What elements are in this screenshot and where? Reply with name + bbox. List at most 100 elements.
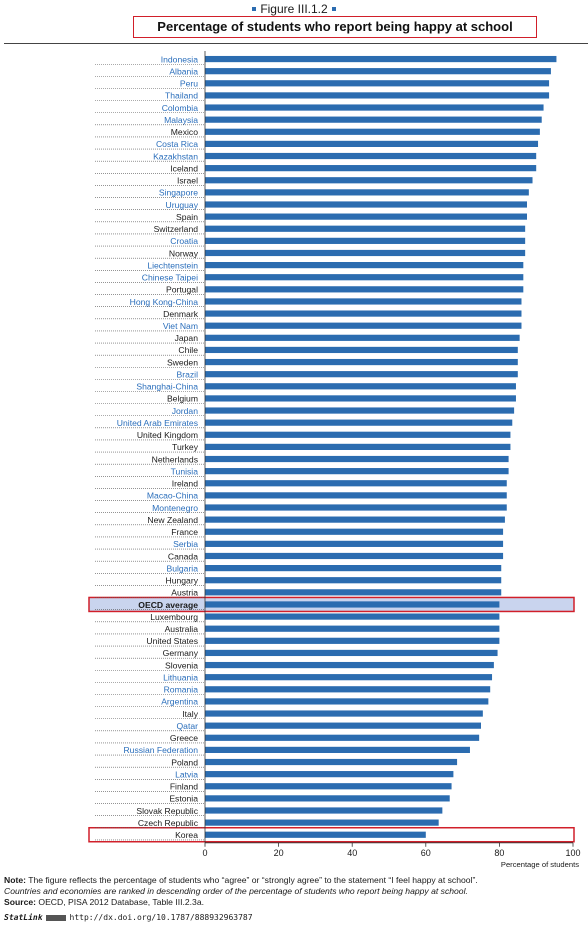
bar [205,274,524,281]
category-label: OECD average [138,600,198,610]
category-label: Japan [175,333,199,343]
bar [205,480,507,487]
statlink-label: StatLink [4,913,43,922]
chart-title: Percentage of students who report being … [133,16,537,38]
category-label: United Kingdom [137,430,198,440]
category-label: Argentina [161,697,198,707]
bar [205,152,537,160]
bar [205,358,518,366]
category-label: Viet Nam [163,321,198,331]
category-label: France [171,527,198,537]
bar [205,201,527,208]
bar [205,140,539,147]
category-label: Chinese Taipei [142,273,198,283]
category-label: Germany [163,648,199,658]
category-label: Greece [170,733,198,743]
category-label: Turkey [172,442,199,452]
bar [205,334,520,341]
category-label: Montenegro [152,503,198,513]
category-label: Poland [171,757,198,767]
bar [205,128,540,135]
note-line: Note: The figure reflects the percentage… [4,875,478,885]
bar [205,80,550,87]
bar-chart: Indonesia Albania Peru Thailand Colombia Mala… [88,51,581,869]
category-label: Denmark [163,309,199,319]
source-line: Source: OECD, PISA 2012 Database, Table … [4,897,204,907]
category-label: Costa Rica [156,139,198,149]
x-axis-label: Percentage of students [501,860,579,869]
bar [205,783,452,790]
category-label: Lithuania [163,672,198,682]
bar [205,540,504,547]
category-label: Australia [165,624,199,634]
bar [205,310,522,317]
category-label: Italy [182,709,198,719]
order-note: Countries and economies are ranked in de… [4,886,468,896]
category-label: Singapore [159,188,198,198]
figure-notes: Note: The figure reflects the percentage… [4,875,588,908]
bar [205,492,507,499]
category-label: Jordan [172,406,198,416]
category-label: Liechtenstein [147,260,198,270]
bar [205,468,509,475]
category-label: Tunisia [171,466,199,476]
bar [205,346,518,354]
category-label: Albania [169,66,198,76]
highlight-box-korea [88,826,575,843]
bar [205,528,504,535]
bar [205,407,515,414]
category-label: Switzerland [154,224,199,234]
bar [205,649,498,657]
bar [205,637,500,644]
category-label: Latvia [175,769,198,779]
category-label: Korea [175,830,198,840]
bar [205,758,458,766]
bar [205,613,500,620]
bar [205,577,502,584]
category-label: Shanghai-China [136,382,198,392]
bar [205,504,507,511]
category-label: Estonia [169,794,198,804]
category-label: Serbia [173,539,198,549]
category-label: Austria [171,588,198,598]
category-label: Bulgaria [166,563,198,573]
bar [205,395,516,402]
bar [205,455,509,463]
bar [205,383,516,390]
bar [205,116,542,123]
bar [205,189,529,196]
category-label: Croatia [170,236,198,246]
bar [205,225,526,232]
bar [205,746,470,753]
category-label: Hungary [166,576,199,586]
category-label: Sweden [167,357,198,367]
bar [205,431,511,438]
bar [205,552,504,560]
statlink-url[interactable]: http://dx.doi.org/10.1787/888932963787 [69,913,253,922]
category-label: Qatar [177,721,199,731]
bar [205,698,489,705]
category-label: Russian Federation [123,745,198,755]
bar [205,686,491,693]
category-label: Mexico [171,127,198,137]
bar [205,661,494,669]
bar [205,565,502,572]
statlink-arrows-icon [45,915,66,921]
x-tick-label: 100 [565,848,580,858]
category-label: New Zealand [147,515,198,525]
category-label: Hong Kong-China [130,297,199,307]
x-tick-label: 60 [421,848,431,858]
x-tick-label: 20 [274,848,284,858]
bar [205,165,537,172]
category-label: Uruguay [166,200,199,210]
bar [205,262,524,269]
bar [205,625,500,632]
category-label: Finland [170,782,198,792]
category-label: Brazil [177,369,199,379]
category-label: Slovak Republic [136,806,198,816]
bar [205,298,522,305]
bar [205,710,483,717]
category-label: Canada [168,551,198,561]
bar [205,722,481,729]
category-label: Iceland [170,163,198,173]
